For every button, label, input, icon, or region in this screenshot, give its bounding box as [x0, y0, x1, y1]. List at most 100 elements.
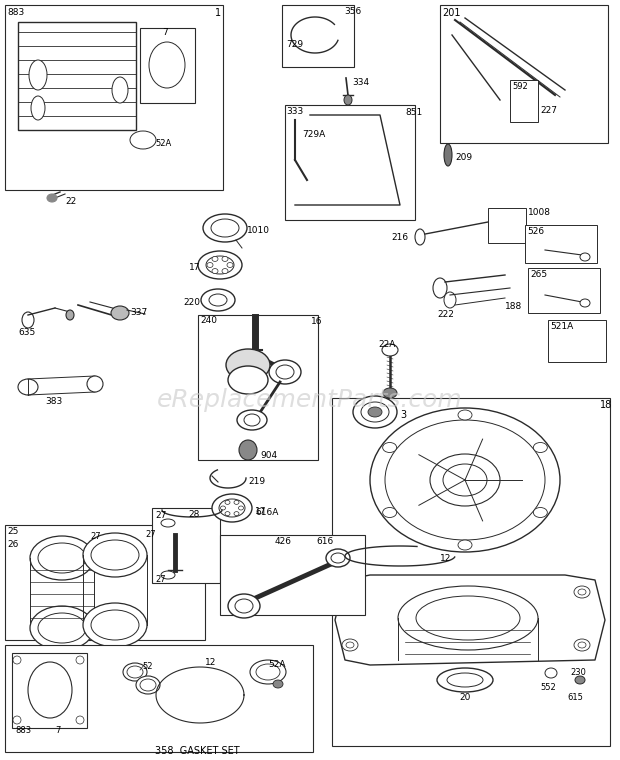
Ellipse shape	[206, 256, 234, 274]
Ellipse shape	[331, 553, 345, 563]
Text: 222: 222	[437, 310, 454, 319]
Text: 358  GASKET SET: 358 GASKET SET	[155, 746, 239, 756]
Bar	[140, 28, 195, 103]
Text: 615: 615	[567, 693, 583, 702]
Ellipse shape	[38, 543, 86, 573]
Ellipse shape	[458, 540, 472, 550]
Ellipse shape	[430, 454, 500, 506]
Text: 240: 240	[200, 316, 217, 325]
Ellipse shape	[370, 408, 560, 552]
Ellipse shape	[226, 349, 270, 381]
Ellipse shape	[91, 540, 139, 570]
Ellipse shape	[578, 589, 586, 595]
Ellipse shape	[346, 642, 354, 648]
Bar	[282, 5, 354, 67]
Ellipse shape	[136, 676, 160, 694]
Ellipse shape	[127, 666, 143, 678]
Ellipse shape	[416, 596, 520, 640]
Text: 12: 12	[440, 554, 451, 563]
Ellipse shape	[13, 716, 21, 724]
Ellipse shape	[458, 410, 472, 420]
Ellipse shape	[47, 194, 57, 202]
Bar	[152, 508, 220, 583]
Bar	[18, 22, 136, 130]
Text: 209: 209	[455, 153, 472, 162]
Text: 220: 220	[183, 298, 200, 307]
Text: 27: 27	[155, 511, 166, 520]
Ellipse shape	[18, 379, 38, 395]
Text: 426: 426	[275, 537, 292, 546]
Text: 334: 334	[352, 78, 369, 87]
Ellipse shape	[222, 256, 228, 261]
Text: 265: 265	[530, 270, 547, 279]
Text: 16: 16	[311, 317, 322, 326]
Ellipse shape	[87, 376, 103, 392]
Ellipse shape	[140, 679, 156, 691]
Ellipse shape	[398, 586, 538, 650]
Ellipse shape	[415, 229, 425, 245]
Ellipse shape	[237, 410, 267, 430]
Ellipse shape	[221, 506, 226, 510]
Text: 3: 3	[400, 410, 406, 420]
Ellipse shape	[30, 606, 94, 650]
Text: 521A: 521A	[550, 322, 574, 331]
Text: 729: 729	[286, 40, 303, 49]
Ellipse shape	[276, 365, 294, 379]
Ellipse shape	[574, 639, 590, 651]
Ellipse shape	[575, 676, 585, 684]
Ellipse shape	[342, 639, 358, 651]
Ellipse shape	[368, 407, 382, 417]
Bar	[5, 525, 205, 640]
Bar	[5, 5, 223, 190]
Ellipse shape	[225, 511, 230, 515]
Ellipse shape	[212, 494, 252, 522]
Ellipse shape	[31, 96, 45, 120]
Text: 201: 201	[442, 8, 461, 18]
Ellipse shape	[580, 253, 590, 261]
Text: 52A: 52A	[155, 139, 171, 148]
Ellipse shape	[326, 549, 350, 567]
Text: 592: 592	[512, 82, 528, 91]
Ellipse shape	[212, 268, 218, 274]
Ellipse shape	[580, 299, 590, 307]
Ellipse shape	[444, 292, 456, 308]
Text: 12: 12	[205, 658, 216, 667]
Text: 27: 27	[145, 530, 156, 539]
Bar	[285, 105, 415, 220]
Ellipse shape	[437, 668, 493, 692]
Ellipse shape	[91, 610, 139, 640]
Ellipse shape	[578, 642, 586, 648]
Ellipse shape	[38, 613, 86, 643]
Ellipse shape	[269, 360, 301, 384]
Ellipse shape	[212, 256, 218, 261]
Ellipse shape	[222, 268, 228, 274]
Text: 28: 28	[188, 510, 200, 519]
Text: 227: 227	[540, 106, 557, 115]
Ellipse shape	[111, 306, 129, 320]
Bar	[220, 535, 365, 615]
Text: 851: 851	[405, 108, 422, 117]
Text: 230: 230	[570, 668, 586, 677]
Ellipse shape	[444, 144, 452, 166]
Ellipse shape	[385, 420, 545, 540]
Ellipse shape	[209, 294, 227, 306]
Bar	[12, 653, 87, 728]
Ellipse shape	[239, 506, 244, 510]
Ellipse shape	[234, 511, 239, 515]
Text: 635: 635	[18, 328, 35, 337]
Text: 216: 216	[391, 233, 408, 242]
Ellipse shape	[342, 586, 358, 598]
Ellipse shape	[383, 508, 397, 518]
Ellipse shape	[201, 289, 235, 311]
Ellipse shape	[66, 310, 74, 320]
Ellipse shape	[383, 442, 397, 452]
Ellipse shape	[13, 656, 21, 664]
Ellipse shape	[198, 251, 242, 279]
Text: 616: 616	[316, 537, 334, 546]
Text: 27: 27	[90, 532, 100, 541]
Bar	[332, 398, 610, 746]
Ellipse shape	[211, 219, 239, 237]
Ellipse shape	[225, 500, 230, 505]
Text: 17: 17	[188, 263, 200, 272]
Bar	[440, 5, 608, 143]
